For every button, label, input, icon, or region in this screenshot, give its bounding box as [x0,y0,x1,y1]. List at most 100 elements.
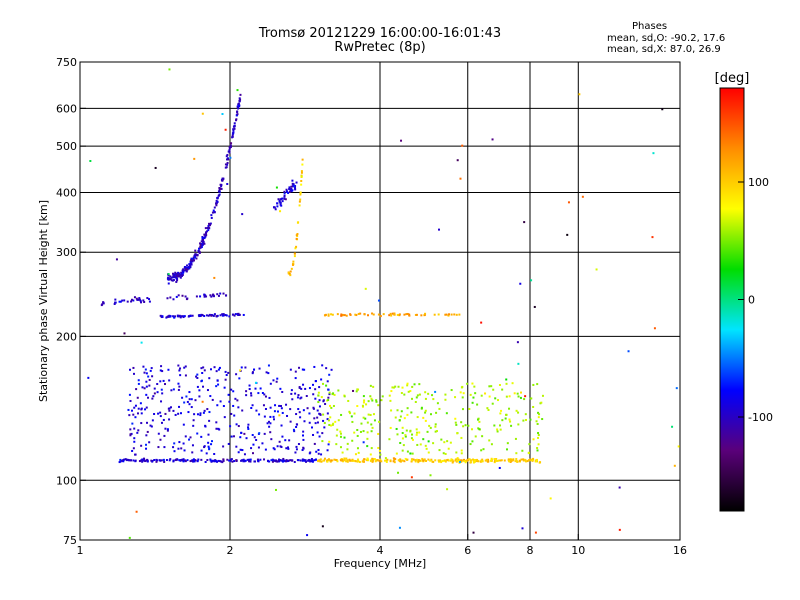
echo-point [157,412,160,415]
echo-point [166,315,169,318]
echo-point [434,390,437,393]
echo-point [182,442,185,445]
echo-point [397,471,400,474]
echo-point [477,427,480,430]
echo-point [187,411,190,414]
echo-point [162,418,165,421]
echo-point [140,444,143,447]
echo-point [302,383,305,386]
echo-point [184,365,187,368]
echo-point [201,400,204,403]
echo-point [406,407,409,410]
echo-point [446,488,449,491]
echo-point [202,385,205,388]
echo-point [527,451,530,454]
echo-point [229,144,232,147]
echo-point [229,146,232,149]
echo-point [200,367,203,370]
echo-point [516,460,519,463]
echo-point [461,396,464,399]
echo-point [322,459,325,462]
echo-point [159,411,162,414]
echo-point [405,313,408,316]
echo-point [179,412,182,415]
echo-point [506,442,509,445]
echo-point [536,422,539,425]
echo-point [190,262,193,265]
echo-point [241,449,244,452]
echo-point [390,409,393,412]
echo-point [378,449,381,452]
echo-point [463,458,466,461]
echo-point [265,371,268,374]
echo-point [404,434,407,437]
echo-point [299,459,302,462]
echo-point [347,399,350,402]
echo-point [369,384,372,387]
echo-point [451,461,454,464]
echo-point [382,313,385,316]
echo-point [515,458,518,461]
echo-point [295,448,298,451]
echo-point [251,433,254,436]
echo-point [276,410,279,413]
echo-point [488,385,491,388]
echo-point [222,458,225,461]
echo-point [177,382,180,385]
echo-point [168,379,171,382]
echo-point [487,458,490,461]
echo-point [216,293,219,296]
echo-point [285,188,288,191]
echo-point [183,401,186,404]
echo-point [233,124,236,127]
echo-point [472,459,475,462]
echo-point [210,295,213,298]
echo-point [226,163,229,166]
echo-point [176,273,179,276]
echo-point [218,428,221,431]
echo-point [411,385,414,388]
echo-point [281,411,284,414]
echo-point [351,459,354,462]
echo-point [209,222,212,225]
echo-point [177,412,180,415]
echo-point [227,158,230,161]
echo-point [618,486,621,489]
echo-point [363,313,366,316]
echo-point [201,236,204,239]
echo-point [444,460,447,463]
echo-point [170,389,173,392]
echo-point [217,368,220,371]
echo-point [220,187,223,190]
echo-point [208,448,211,451]
echo-point [364,287,367,290]
echo-point [288,439,291,442]
echo-point [536,449,539,452]
echo-point [326,412,329,415]
echo-point [169,296,172,299]
echo-point [320,460,323,463]
echo-point [327,443,330,446]
chart-subtitle: RwPretec (8p) [334,40,426,55]
echo-point [379,453,382,456]
echo-point [137,407,140,410]
echo-point [427,392,430,395]
echo-point [484,459,487,462]
echo-point [405,429,408,432]
echo-point [384,457,387,460]
echo-point [371,457,374,460]
echo-point [460,452,463,455]
echo-point [308,458,311,461]
echo-point [179,459,182,462]
echo-point [399,415,402,418]
echo-point [293,430,296,433]
echo-point [267,364,270,367]
echo-point [383,459,386,462]
echo-point [477,417,480,420]
echo-point [188,391,191,394]
echo-point [201,112,204,115]
echo-point [518,459,521,462]
echo-point [229,458,232,461]
echo-point [459,177,462,180]
echo-point [134,453,137,456]
